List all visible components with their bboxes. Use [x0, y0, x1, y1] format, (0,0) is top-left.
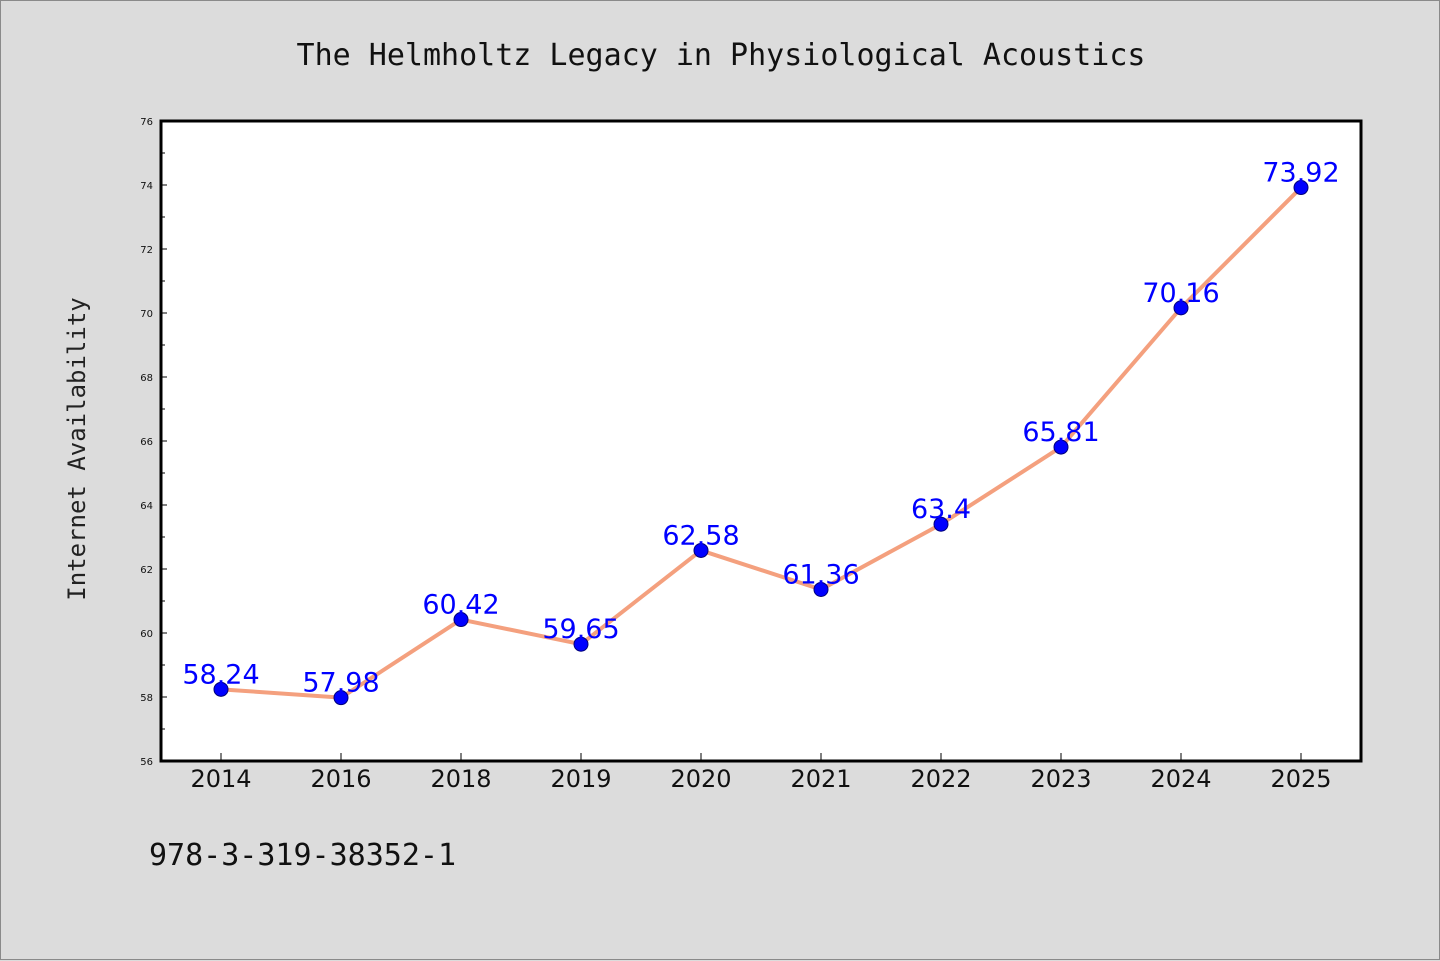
data-label: 62.58 — [662, 520, 739, 551]
series-line — [220, 186, 1303, 700]
x-axis-ticks: 2014 2016 2018 2019 2020 2021 2022 2023 2024 2025 — [190, 753, 1332, 793]
x-tick-label: 2025 — [1270, 765, 1331, 793]
data-label: 63.4 — [911, 494, 971, 525]
data-label: 61.36 — [782, 559, 859, 590]
y-tick-label: 66 — [140, 437, 153, 448]
x-tick-label: 2014 — [190, 765, 251, 793]
data-label: 57.98 — [302, 668, 379, 699]
plot-area — [159, 119, 1363, 763]
x-tick-label: 2024 — [1150, 765, 1211, 793]
data-point — [213, 681, 229, 697]
x-tick-label: 2021 — [790, 765, 851, 793]
data-point — [813, 581, 829, 597]
data-label: 60.42 — [422, 590, 499, 621]
data-label: 58.24 — [182, 659, 259, 690]
data-point — [333, 690, 349, 706]
data-point — [1173, 300, 1189, 316]
y-axis-ticks: 56 58 60 62 64 66 68 70 72 74 76 — [140, 117, 167, 768]
data-point — [573, 636, 589, 652]
data-label: 59.65 — [542, 614, 619, 645]
x-tick-label: 2023 — [1030, 765, 1091, 793]
y-tick-label: 62 — [140, 565, 153, 576]
y-tick-label: 58 — [140, 693, 153, 704]
y-tick-label: 56 — [140, 757, 153, 768]
data-label: 65.81 — [1022, 417, 1099, 448]
x-tick-label: 2019 — [550, 765, 611, 793]
data-point — [453, 612, 469, 628]
data-label: 70.16 — [1142, 278, 1219, 309]
data-label: 73.92 — [1262, 158, 1339, 189]
y-tick-label: 76 — [140, 117, 153, 128]
data-point — [1293, 180, 1309, 196]
chart-title: The Helmholtz Legacy in Physiological Ac… — [297, 38, 1146, 73]
y-tick-label: 68 — [140, 373, 153, 384]
y-tick-label: 60 — [140, 629, 153, 640]
data-point — [1053, 439, 1069, 455]
footnote-isbn: 978-3-319-38352-1 — [149, 838, 456, 873]
x-tick-label: 2016 — [310, 765, 371, 793]
series-layer: 58.24 57.98 60.42 59.65 62.58 61.36 63.4 65.81 7… — [182, 158, 1340, 706]
x-tick-label: 2020 — [670, 765, 731, 793]
y-tick-label: 74 — [140, 181, 153, 192]
x-tick-label: 2018 — [430, 765, 491, 793]
x-tick-label: 2022 — [910, 765, 971, 793]
y-tick-label: 70 — [140, 309, 153, 320]
data-point — [693, 542, 709, 558]
data-point — [933, 516, 949, 532]
y-tick-label: 72 — [140, 245, 153, 256]
y-tick-label: 64 — [140, 501, 153, 512]
y-axis-label: Internet Availability — [63, 297, 91, 600]
